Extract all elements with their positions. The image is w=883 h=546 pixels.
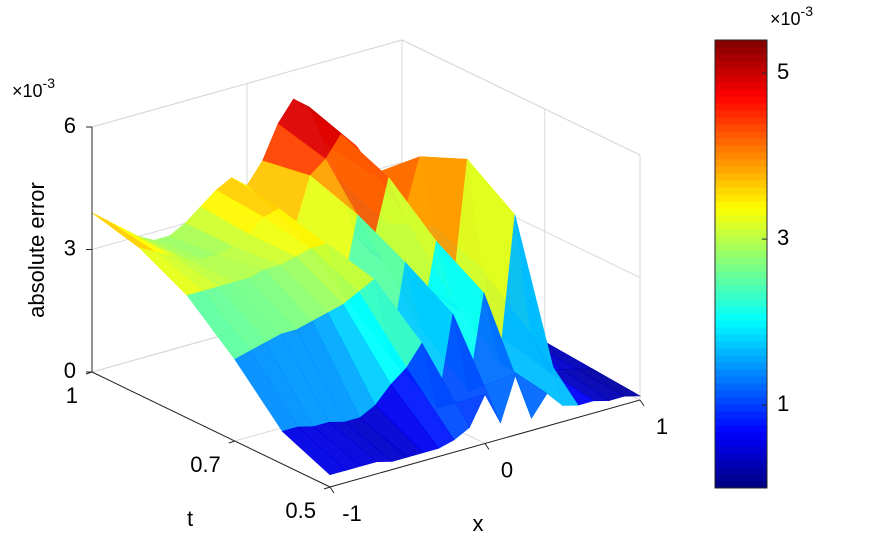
x-tick	[484, 443, 490, 450]
t-tick	[323, 486, 331, 490]
colorbar-swatch	[715, 124, 767, 132]
colorbar-swatch	[715, 131, 767, 139]
colorbar-swatch	[715, 327, 767, 335]
z-multiplier-base: ×10	[12, 81, 43, 101]
colorbar-swatch	[715, 474, 767, 482]
colorbar-swatch	[715, 397, 767, 405]
colorbar-swatch	[715, 292, 767, 300]
colorbar-swatch	[715, 313, 767, 321]
grid-line	[401, 39, 641, 156]
colorbar-tick-label: 3	[777, 225, 789, 250]
colorbar-swatch	[715, 250, 767, 258]
colorbar-swatch	[715, 187, 767, 195]
colorbar-multiplier-exponent: -3	[801, 3, 814, 19]
colorbar-swatch	[715, 103, 767, 111]
grid-line	[91, 39, 403, 128]
colorbar-swatch	[715, 341, 767, 349]
colorbar-swatch	[715, 68, 767, 76]
colorbar-swatch	[715, 117, 767, 125]
colorbar-swatch	[715, 320, 767, 328]
colorbar-swatch	[715, 96, 767, 104]
colorbar-swatch	[715, 229, 767, 237]
colorbar-swatch	[715, 264, 767, 272]
colorbar-swatch	[715, 89, 767, 97]
z-axis-label: absolute error	[24, 182, 49, 318]
colorbar-swatch	[715, 362, 767, 370]
colorbar-swatch	[715, 110, 767, 118]
colorbar-swatch	[715, 453, 767, 461]
colorbar-multiplier-base: ×10	[770, 9, 801, 29]
surface-cell	[91, 212, 156, 253]
colorbar-swatch	[715, 348, 767, 356]
colorbar-swatch	[715, 40, 767, 48]
colorbar-swatch	[715, 180, 767, 188]
colorbar-swatch	[715, 208, 767, 216]
colorbar-swatch	[715, 285, 767, 293]
colorbar-tick-label: 5	[777, 59, 789, 84]
colorbar-swatch	[715, 236, 767, 244]
colorbar-swatch	[715, 390, 767, 398]
colorbar-swatch	[715, 222, 767, 230]
colorbar-swatch	[715, 299, 767, 307]
colorbar-swatch	[715, 215, 767, 223]
colorbar-swatch	[715, 243, 767, 251]
colorbar-swatch	[715, 334, 767, 342]
colorbar-swatch	[715, 369, 767, 377]
z-tick-label: 6	[64, 113, 76, 138]
colorbar-swatch	[715, 467, 767, 475]
colorbar-swatch	[715, 82, 767, 90]
colorbar-swatch	[715, 54, 767, 62]
colorbar-multiplier: ×10-3	[770, 3, 813, 29]
colorbar-tick-label: 1	[777, 391, 789, 416]
colorbar-swatch	[715, 481, 767, 489]
colorbar-swatch	[715, 173, 767, 181]
colorbar-swatch	[715, 411, 767, 419]
colorbar-swatch	[715, 306, 767, 314]
z-tick-label: 3	[64, 235, 76, 260]
colorbar-frame	[714, 39, 768, 489]
colorbar-swatch	[715, 159, 767, 167]
y-tick-label: 0.5	[285, 498, 316, 523]
z-multiplier: ×10-3	[12, 75, 55, 101]
z-tick-label: 0	[64, 358, 76, 383]
y-tick-label: 1	[66, 383, 78, 408]
axis-line	[91, 371, 331, 488]
colorbar-swatch	[715, 152, 767, 160]
y-tick-label: 0.7	[190, 452, 221, 477]
t-tick	[228, 440, 235, 444]
x-tick-label: 1	[656, 414, 668, 439]
x-tick	[639, 399, 645, 407]
colorbar-swatch	[715, 446, 767, 454]
colorbar-swatch	[715, 278, 767, 286]
colorbar-swatch	[715, 439, 767, 447]
x-tick	[329, 486, 335, 494]
colorbar-swatch	[715, 61, 767, 69]
colorbar-swatch	[715, 201, 767, 209]
z-multiplier-exponent: -3	[43, 75, 56, 91]
colorbar-swatch	[715, 145, 767, 153]
colorbar-swatch	[715, 418, 767, 426]
colorbar-swatch	[715, 460, 767, 468]
colorbar-swatch	[715, 47, 767, 55]
x-axis-label: x	[473, 511, 484, 536]
colorbar-swatch	[715, 432, 767, 440]
colorbar-swatch	[715, 166, 767, 174]
colorbar-swatch	[715, 194, 767, 202]
colorbar-swatch	[715, 75, 767, 83]
colorbar-swatch	[715, 138, 767, 146]
colorbar-swatch	[715, 376, 767, 384]
colorbar-swatch	[715, 355, 767, 363]
colorbar-swatch	[715, 404, 767, 412]
surface-cell	[281, 426, 347, 476]
y-axis-label: t	[187, 506, 193, 531]
colorbar-swatch	[715, 271, 767, 279]
colorbar-swatch	[715, 425, 767, 433]
colorbar-swatch	[715, 257, 767, 265]
x-tick-label: 0	[501, 457, 513, 482]
colorbar-swatch	[715, 383, 767, 391]
x-tick-label: -1	[342, 501, 362, 526]
